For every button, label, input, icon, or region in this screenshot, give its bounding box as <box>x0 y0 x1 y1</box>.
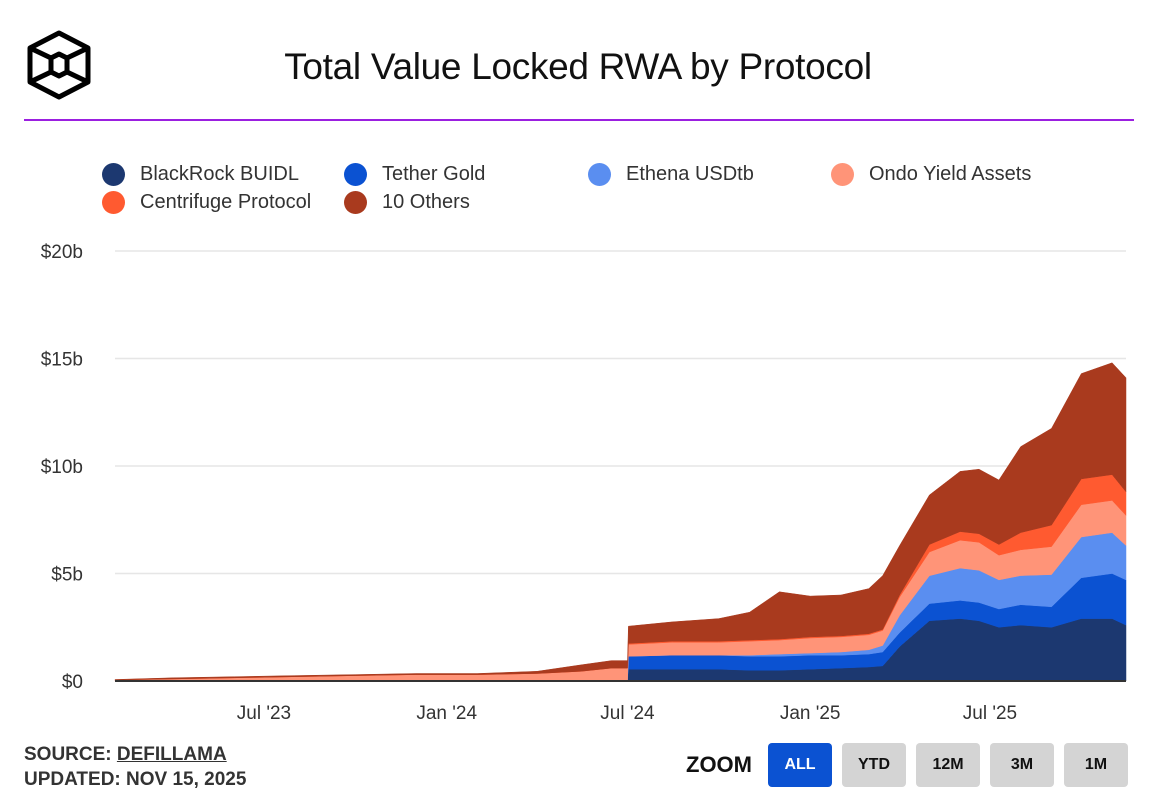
source-label: SOURCE: <box>24 744 112 765</box>
legend-label: Ethena USDtb <box>626 163 754 185</box>
legend-swatch <box>344 163 367 186</box>
y-axis-ticks: $0 $5b $10b $15b $20b <box>41 242 83 693</box>
legend-swatch <box>831 163 854 186</box>
legend-item-ondo-yield-assets[interactable]: Ondo Yield Assets <box>831 163 1031 186</box>
legend-swatch <box>344 191 367 214</box>
y-tick-label: $20b <box>41 242 83 263</box>
source-line: SOURCE: DEFILLAMA <box>24 742 246 767</box>
zoom-all-button[interactable]: ALL <box>768 743 832 787</box>
zoom-3m-button[interactable]: 3M <box>990 743 1054 787</box>
y-tick-label: $10b <box>41 457 83 478</box>
source-link[interactable]: DEFILLAMA <box>116 744 227 765</box>
y-tick-label: $5b <box>51 565 83 586</box>
zoom-controls: ZOOM ALL YTD 12M 3M 1M <box>686 743 1138 787</box>
x-tick-label: Jul '23 <box>237 703 291 724</box>
updated-date: UPDATED: NOV 15, 2025 <box>24 769 247 790</box>
legend-item-blackrock-buidl[interactable]: BlackRock BUIDL <box>102 163 299 186</box>
stacked-area-chart: $0$5b$10b$15b$20b Jul '23 Jan '24 Jul '24 J… <box>41 242 1127 724</box>
title-divider <box>24 119 1134 121</box>
legend-swatch <box>102 163 125 186</box>
hexagon-cube-logo-icon <box>27 30 91 100</box>
legend-label: Tether Gold <box>382 163 486 185</box>
legend-item-ethena-usdtb[interactable]: Ethena USDtb <box>588 163 754 186</box>
zoom-12m-button[interactable]: 12M <box>916 743 980 787</box>
area-10-others[interactable] <box>114 362 1127 681</box>
x-tick-label: Jan '24 <box>416 703 477 724</box>
legend-label: Centrifuge Protocol <box>140 191 312 213</box>
legend-label: BlackRock BUIDL <box>140 163 299 185</box>
legend-swatch <box>588 163 611 186</box>
x-tick-label: Jan '25 <box>780 703 841 724</box>
chart-footer: SOURCE: DEFILLAMA UPDATED: NOV 15, 2025 <box>24 742 246 792</box>
legend-item-centrifuge-protocol[interactable]: Centrifuge Protocol <box>102 191 311 214</box>
area-series <box>114 362 1127 682</box>
x-axis-ticks: Jul '23 Jan '24 Jul '24 Jan '25 Jul '25 <box>237 703 1017 724</box>
y-tick-label: $15b <box>41 350 83 371</box>
chart-title: Total Value Locked RWA by Protocol <box>284 46 872 87</box>
y-tick-label: $0 <box>62 672 83 693</box>
zoom-1m-button[interactable]: 1M <box>1064 743 1128 787</box>
legend-label: 10 Others <box>382 191 470 213</box>
legend-item-10-others[interactable]: 10 Others <box>344 191 470 214</box>
x-tick-label: Jul '24 <box>600 703 655 724</box>
legend-item-tether-gold[interactable]: Tether Gold <box>344 163 485 186</box>
zoom-ytd-button[interactable]: YTD <box>842 743 906 787</box>
legend-label: Ondo Yield Assets <box>869 163 1032 185</box>
x-tick-label: Jul '25 <box>963 703 1017 724</box>
legend-swatch <box>102 191 125 214</box>
zoom-label: ZOOM <box>686 752 752 777</box>
